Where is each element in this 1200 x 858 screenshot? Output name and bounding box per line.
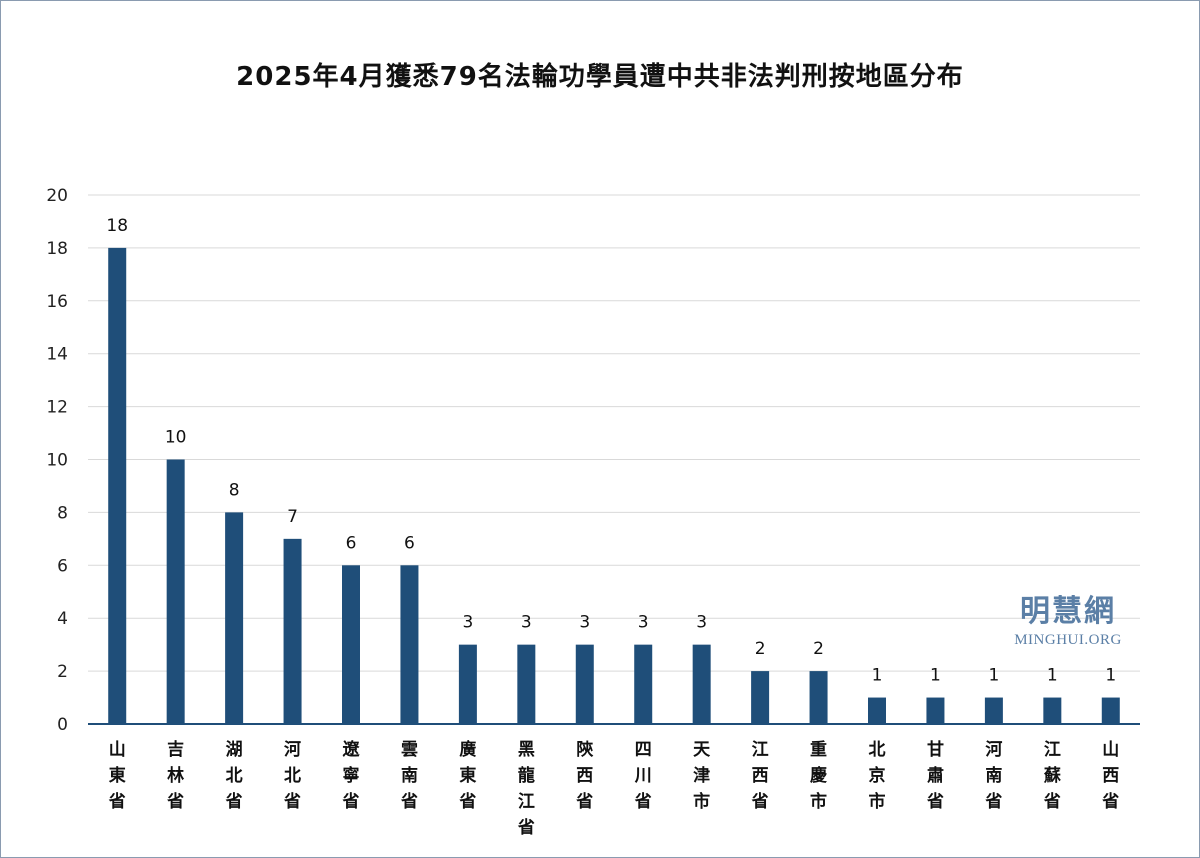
- chart-title: 2025年4月獲悉79名法輪功學員遭中共非法判刑按地區分布: [236, 62, 964, 92]
- bar: [458, 644, 477, 724]
- data-label: 3: [462, 613, 473, 633]
- data-label: 6: [404, 533, 415, 553]
- data-label: 3: [696, 613, 707, 633]
- bar: [868, 697, 886, 724]
- grid-lines: [88, 194, 1140, 672]
- x-tick-label: 廣東省: [458, 739, 476, 812]
- data-label: 3: [521, 613, 532, 633]
- data-label: 1: [1047, 666, 1058, 686]
- data-label: 1: [1105, 666, 1116, 686]
- bar: [634, 644, 653, 724]
- data-label: 18: [106, 216, 128, 236]
- bar: [225, 512, 244, 724]
- x-tick-label: 河南省: [984, 740, 1002, 812]
- y-tick-label: 6: [57, 556, 68, 576]
- y-tick-label: 18: [46, 239, 68, 259]
- bar: [751, 671, 770, 724]
- y-tick-label: 16: [46, 292, 68, 312]
- data-label: 2: [755, 639, 766, 659]
- bar: [809, 671, 828, 724]
- x-tick-label: 陝西省: [575, 740, 594, 812]
- x-tick-label: 江蘇省: [1043, 740, 1061, 812]
- bar: [342, 565, 360, 724]
- y-tick-label: 14: [46, 345, 68, 365]
- x-tick-label: 黑龍江省: [517, 740, 535, 838]
- x-tick-label: 河北省: [283, 740, 301, 812]
- x-tick-label: 重慶市: [810, 739, 827, 812]
- x-tick-label: 山西省: [1101, 740, 1119, 812]
- data-label: 1: [930, 666, 941, 686]
- bar: [926, 697, 945, 724]
- data-label: 2: [813, 639, 824, 659]
- bar: [1101, 697, 1120, 724]
- watermark-chinese: 明慧網: [1020, 594, 1116, 629]
- x-tick-label: 吉林省: [166, 740, 184, 812]
- x-axis-category-labels: 山東省 吉林省 湖北省 河北省 遼寧省 雲南省 廣東省 黑龍江省 陝西省 四川省 天津市 江西省 重慶市…: [108, 739, 1120, 838]
- y-axis-tick-labels: 0 2 4 6 8 10 12 14 16 18 20: [46, 186, 68, 735]
- bar: [283, 538, 302, 724]
- x-tick-label: 山東省: [108, 740, 126, 812]
- bar: [400, 565, 419, 724]
- data-label: 3: [638, 613, 649, 633]
- x-tick-label: 四川省: [634, 740, 652, 812]
- y-tick-label: 8: [57, 503, 68, 523]
- bar: [692, 644, 711, 724]
- x-tick-label: 天津市: [693, 740, 711, 812]
- bar: [108, 247, 127, 724]
- y-tick-label: 4: [57, 609, 68, 629]
- x-tick-label: 遼寧省: [342, 739, 361, 812]
- data-label: 10: [165, 428, 187, 448]
- x-tick-label: 湖北省: [225, 740, 243, 812]
- bar: [166, 459, 185, 724]
- bar: [575, 644, 594, 724]
- bars: [108, 247, 1120, 724]
- y-tick-label: 20: [46, 186, 68, 206]
- data-label: 8: [229, 480, 240, 500]
- y-tick-label: 2: [57, 662, 68, 682]
- y-tick-label: 0: [57, 715, 68, 735]
- x-tick-label: 甘肅省: [926, 739, 944, 812]
- y-tick-label: 12: [46, 398, 68, 418]
- data-label: 6: [346, 533, 357, 553]
- data-labels: 18 10 8 7 6 6 3 3 3 3 3 2 2 1 1 1 1 1: [106, 216, 1116, 686]
- watermark-english: MINGHUI.ORG: [1014, 632, 1122, 648]
- y-tick-label: 10: [46, 451, 68, 471]
- bar: [1043, 697, 1062, 724]
- data-label: 7: [287, 507, 298, 527]
- bar: [984, 697, 1003, 724]
- x-tick-label: 江西省: [751, 740, 769, 812]
- minghui-watermark: 明慧網 MINGHUI.ORG: [998, 586, 1138, 649]
- bar: [517, 644, 536, 724]
- data-label: 1: [872, 666, 883, 686]
- data-label: 1: [988, 666, 999, 686]
- x-tick-label: 雲南省: [400, 740, 418, 812]
- x-tick-label: 北京市: [869, 740, 886, 812]
- data-label: 3: [579, 613, 590, 633]
